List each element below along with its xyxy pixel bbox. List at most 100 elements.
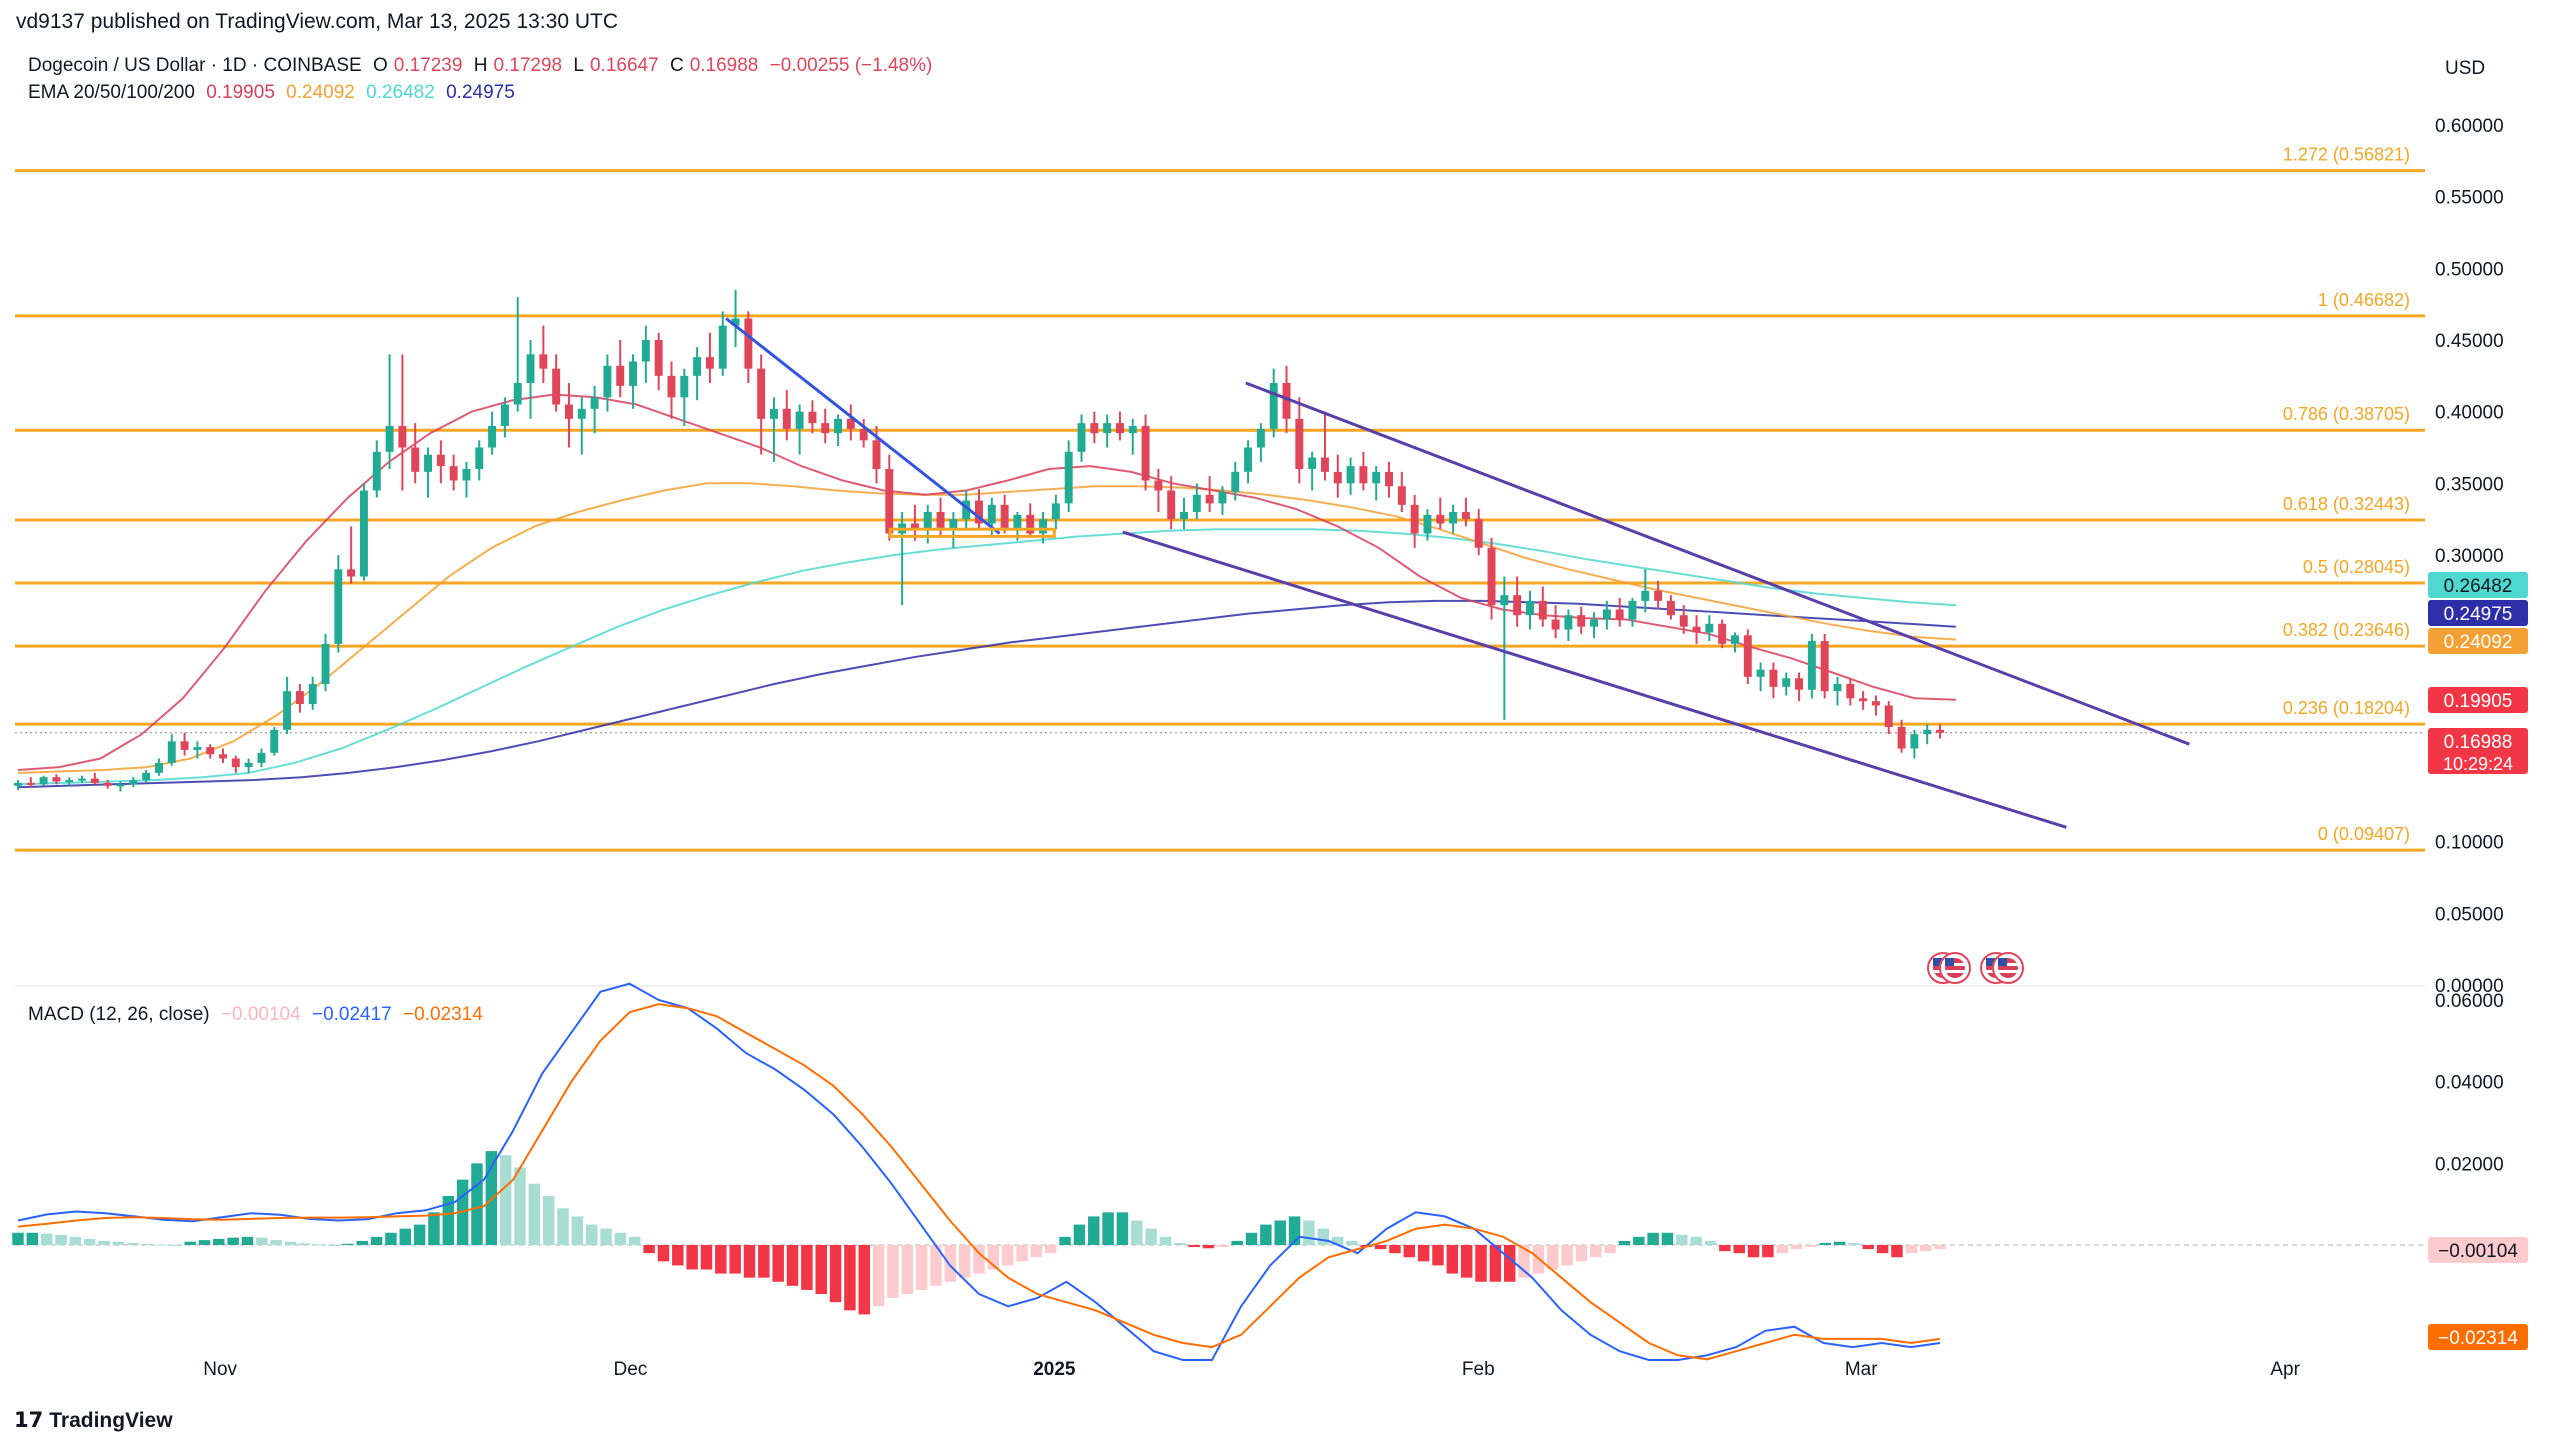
candle-body [1718, 623, 1727, 644]
candle-body [910, 523, 919, 530]
candle-body [1231, 471, 1240, 492]
macd-hist-bar [629, 1236, 641, 1245]
price-tag-text: 0.19905 [2444, 691, 2513, 712]
macd-hist-bar [1546, 1245, 1559, 1270]
candle-body [500, 404, 509, 426]
macd-hist-bar [1862, 1245, 1875, 1250]
macd-hist-bar [442, 1196, 455, 1245]
macd-hist-bar [26, 1232, 39, 1245]
ema-legend[interactable]: EMA 20/50/100/200 0.19905 0.24092 0.2648… [28, 82, 521, 104]
candle-body [821, 423, 830, 434]
ema200-value: 0.24975 [446, 82, 515, 103]
candle-body [962, 500, 971, 520]
candle-body [590, 397, 599, 409]
price-tag-text: 0.26482 [2444, 576, 2513, 597]
macd-hist-bar [1030, 1245, 1043, 1258]
time-tick-label: Feb [1462, 1359, 1495, 1380]
symbol-legend[interactable]: Dogecoin / US Dollar · 1D · COINBASE O 0.… [28, 55, 938, 77]
trendline [725, 317, 1001, 535]
macd-hist-bar [112, 1241, 125, 1245]
candle-body [1692, 626, 1701, 633]
candle-body [206, 747, 215, 755]
macd-hist-bar [829, 1245, 842, 1303]
flag-stripe [1998, 963, 2018, 966]
macd-hist-bar [930, 1245, 942, 1286]
candle-body [1871, 701, 1880, 706]
price-tick-label: 0.45000 [2435, 331, 2504, 352]
macd-hist-bar [342, 1243, 354, 1245]
candle-body [1474, 519, 1483, 548]
macd-hist-bar [915, 1245, 928, 1290]
us-flag-icon [1980, 952, 2024, 984]
macd-hist-bar [428, 1212, 440, 1245]
signal-line [17, 1003, 1941, 1361]
flag-canton [1933, 958, 1942, 966]
tradingview-logo[interactable]: 𝟭𝟳 TradingView [14, 1408, 173, 1433]
macd-hist-bar [858, 1245, 870, 1315]
candle-body [1936, 729, 1944, 733]
candle-body [1551, 619, 1560, 630]
macd-hist-bar [1073, 1224, 1086, 1245]
macd-hist-bar [1131, 1220, 1143, 1245]
candle-body [872, 440, 881, 469]
fib-label: 0.5 (0.28045) [2303, 557, 2410, 577]
candle-body [1461, 512, 1470, 520]
close-value: 0.16988 [689, 55, 759, 76]
candle-body [629, 361, 638, 386]
candle-body [1564, 615, 1573, 630]
candle-body [1833, 684, 1842, 692]
macd-hist-bar [958, 1245, 971, 1278]
publisher-line: vd9137 published on TradingView.com, Mar… [16, 10, 618, 33]
candle-body [552, 368, 561, 405]
price-tick-label: 0.05000 [2435, 904, 2504, 925]
candle-body [1577, 615, 1586, 627]
candle-body [1000, 504, 1009, 530]
candle-body [1026, 514, 1035, 534]
macd-hist-bar [471, 1163, 483, 1245]
macd-hist-bar [729, 1245, 741, 1274]
macd-hist-bar [370, 1236, 383, 1245]
macd-legend[interactable]: MACD (12, 26, close) −0.00104 −0.02417 −… [28, 1004, 489, 1026]
candle-body [680, 375, 689, 398]
macd-signal-value: −0.02314 [403, 1004, 483, 1025]
ema100-line [17, 528, 1957, 786]
macd-tick-label: 0.06000 [2435, 991, 2504, 1012]
candle-body [859, 428, 868, 441]
macd-title: MACD (12, 26, close) [28, 1004, 210, 1025]
candle-body [1013, 514, 1022, 530]
macd-hist-bar [542, 1196, 555, 1245]
high-label: H 0.17298 [473, 55, 563, 76]
macd-hist-bar [1231, 1240, 1243, 1245]
candle-body [1320, 457, 1329, 472]
flag-stripe [1945, 963, 1965, 966]
macd-hist-bar [198, 1240, 211, 1245]
time-tick-label: Mar [1845, 1359, 1878, 1380]
candle-body [1180, 512, 1188, 520]
candle-body [436, 454, 445, 467]
macd-hist-bar [743, 1245, 756, 1278]
macd-hist-bar [1790, 1245, 1803, 1250]
symbol-title: Dogecoin / US Dollar · 1D · COINBASE [28, 55, 362, 76]
fib-levels: 1.272 (0.56821) 1 (0.46682) 0.786 (0.38705… [15, 145, 2425, 852]
price-tick-label: 0.60000 [2435, 116, 2504, 137]
candle-body [1846, 684, 1855, 699]
macd-hist-bar [901, 1245, 914, 1294]
macd-hist-bar [686, 1245, 698, 1270]
candle-body [26, 782, 35, 785]
macd-hist-bar [1776, 1245, 1788, 1254]
macd-hist-bar [256, 1237, 268, 1245]
flag-stripe [1945, 970, 1965, 973]
macd-hist-bar [55, 1234, 67, 1245]
candle-body [1705, 623, 1714, 633]
macd-hist-bar [1001, 1245, 1014, 1266]
macd-hist-bar [600, 1228, 612, 1245]
candle-body [923, 512, 932, 530]
candle-body [1256, 428, 1265, 448]
candle-body [1666, 600, 1675, 616]
candle-body [1218, 491, 1227, 504]
candle-body [359, 490, 368, 577]
candle-body [39, 777, 48, 785]
ema50-line [17, 482, 1957, 774]
tv-logo-icon: 𝟭𝟳 [14, 1409, 44, 1432]
